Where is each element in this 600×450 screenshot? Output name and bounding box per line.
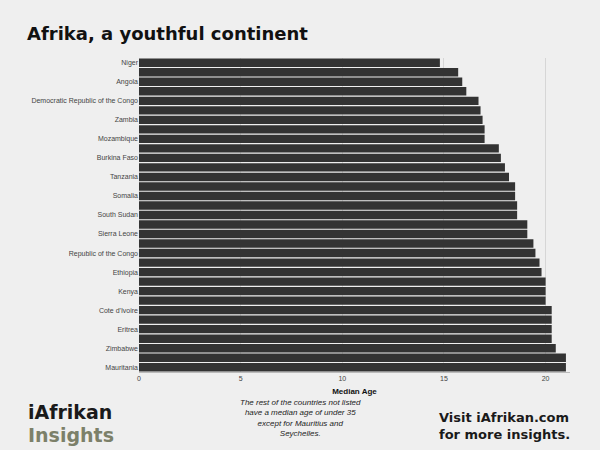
- svg-text:iAfrikan: iAfrikan: [28, 401, 112, 423]
- svg-text:Angola: Angola: [116, 78, 138, 86]
- svg-text:Insights: Insights: [28, 424, 114, 446]
- svg-text:South Sudan: South Sudan: [98, 211, 139, 218]
- svg-text:Eritrea: Eritrea: [117, 326, 138, 333]
- svg-text:Mozambique: Mozambique: [98, 135, 138, 143]
- svg-text:5: 5: [239, 375, 243, 382]
- svg-text:Mauritania: Mauritania: [105, 364, 138, 371]
- svg-text:Kenya: Kenya: [118, 288, 138, 296]
- svg-text:Burkina Faso: Burkina Faso: [97, 154, 138, 161]
- svg-text:Zimbabwe: Zimbabwe: [106, 345, 138, 352]
- svg-text:Visit iAfrikan.comfor more ins: Visit iAfrikan.comfor more insights.: [439, 410, 570, 442]
- svg-text:Cote d'Ivoire: Cote d'Ivoire: [99, 307, 138, 314]
- svg-text:Sierra Leone: Sierra Leone: [98, 230, 138, 237]
- svg-text:Somalia: Somalia: [113, 192, 138, 199]
- svg-text:The rest of the countries not: The rest of the countries not listedhave…: [240, 398, 361, 438]
- svg-text:Republic of the Congo: Republic of the Congo: [69, 250, 138, 258]
- svg-text:20: 20: [542, 375, 550, 382]
- svg-text:Afrika, a youthful continent: Afrika, a youthful continent: [27, 23, 308, 44]
- svg-text:15: 15: [440, 375, 448, 382]
- svg-text:0: 0: [137, 375, 141, 382]
- svg-text:Tanzania: Tanzania: [110, 173, 138, 180]
- svg-text:Ethiopia: Ethiopia: [113, 269, 138, 277]
- svg-text:Democratic Republic of the Con: Democratic Republic of the Congo: [31, 97, 138, 105]
- svg-text:10: 10: [338, 375, 346, 382]
- svg-text:Niger: Niger: [121, 59, 138, 67]
- svg-text:Zambia: Zambia: [115, 116, 138, 123]
- svg-text:Median Age: Median Age: [332, 387, 377, 396]
